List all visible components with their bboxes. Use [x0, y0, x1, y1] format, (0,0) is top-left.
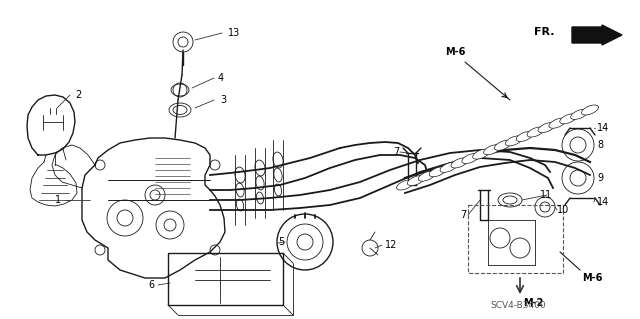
Ellipse shape: [538, 122, 555, 133]
Text: 14: 14: [597, 123, 609, 133]
Text: 12: 12: [385, 240, 397, 250]
Ellipse shape: [527, 127, 544, 137]
Ellipse shape: [408, 175, 424, 186]
Text: SCV4-B3400: SCV4-B3400: [490, 300, 546, 309]
Text: M-2: M-2: [523, 298, 543, 308]
Ellipse shape: [473, 149, 490, 159]
Text: M-6: M-6: [582, 273, 602, 283]
Ellipse shape: [429, 167, 446, 177]
Text: M-6: M-6: [445, 47, 465, 57]
Ellipse shape: [397, 180, 413, 190]
Text: 6: 6: [148, 280, 154, 290]
Ellipse shape: [560, 114, 577, 124]
Text: 10: 10: [557, 205, 569, 215]
Text: 3: 3: [220, 95, 226, 105]
Text: 14: 14: [597, 197, 609, 207]
Ellipse shape: [462, 153, 479, 164]
Ellipse shape: [419, 171, 435, 181]
Bar: [168, 253, 283, 305]
Ellipse shape: [571, 109, 588, 119]
Text: 1: 1: [55, 195, 61, 205]
Ellipse shape: [506, 136, 522, 146]
Ellipse shape: [451, 158, 468, 168]
Ellipse shape: [549, 118, 566, 128]
Ellipse shape: [516, 131, 533, 142]
Text: 5: 5: [278, 237, 284, 247]
Text: 7: 7: [460, 210, 467, 220]
Text: 13: 13: [228, 28, 240, 38]
Text: 4: 4: [218, 73, 224, 83]
Ellipse shape: [495, 140, 511, 150]
Text: 8: 8: [597, 140, 603, 150]
Ellipse shape: [484, 145, 500, 155]
Text: 11: 11: [540, 190, 552, 200]
Text: 9: 9: [597, 173, 603, 183]
Text: 7: 7: [393, 147, 399, 157]
Ellipse shape: [582, 105, 598, 115]
FancyArrow shape: [572, 25, 622, 45]
Text: 2: 2: [75, 90, 81, 100]
Ellipse shape: [440, 162, 457, 172]
Bar: [468, 205, 563, 273]
Text: FR.: FR.: [534, 27, 554, 37]
